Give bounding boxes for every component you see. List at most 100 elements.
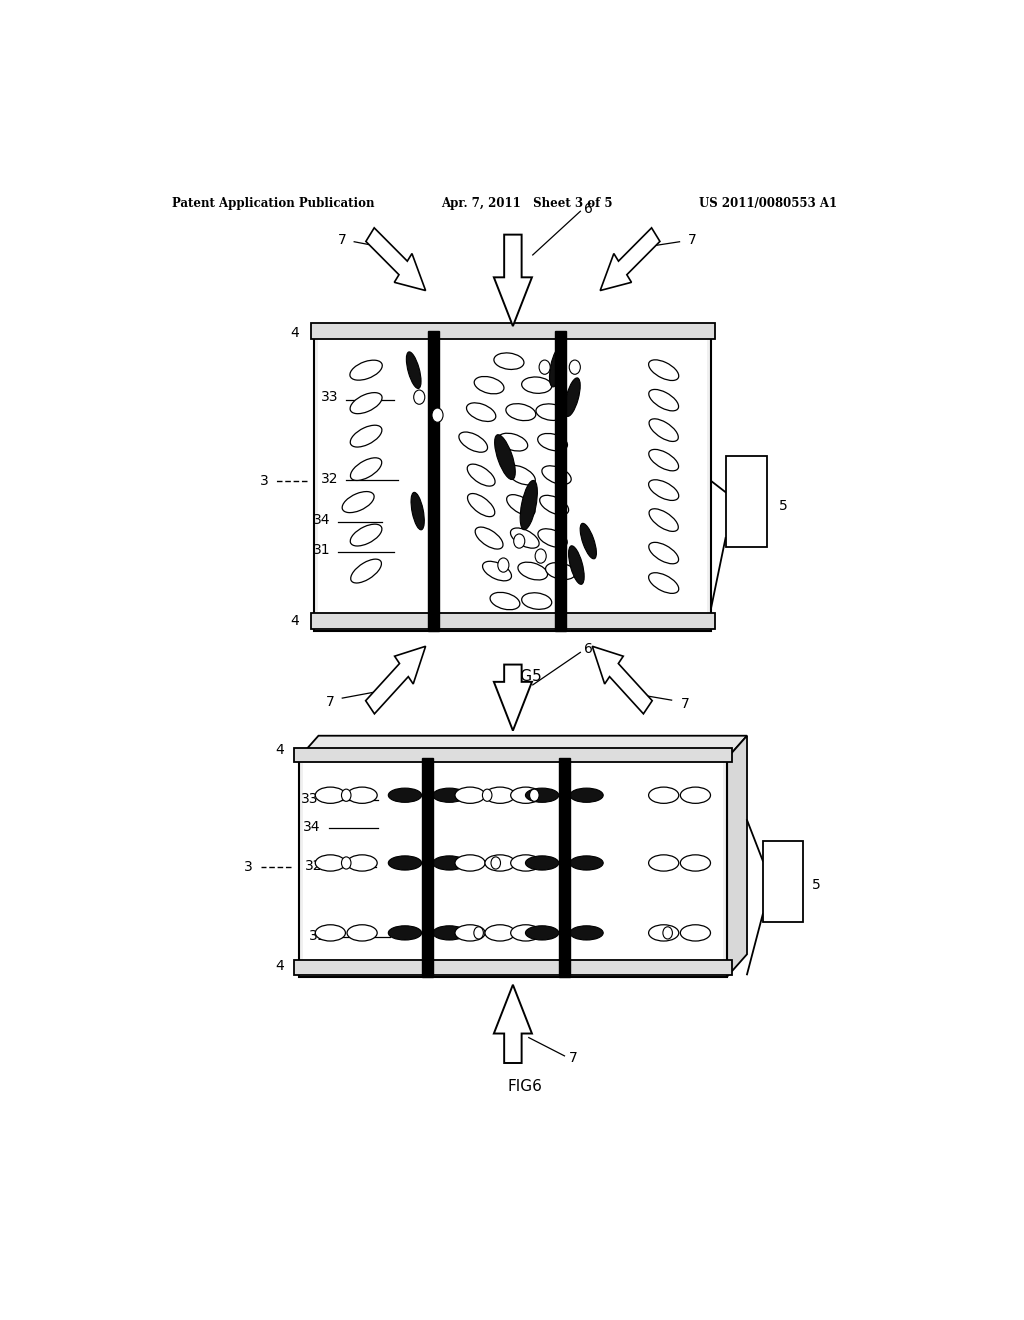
Circle shape [539,360,550,375]
Circle shape [663,927,673,939]
Polygon shape [299,735,748,758]
Circle shape [569,360,581,375]
Ellipse shape [525,925,559,940]
Ellipse shape [342,491,374,512]
Ellipse shape [411,492,424,529]
Polygon shape [366,647,426,714]
Text: 6: 6 [585,202,593,216]
Ellipse shape [568,545,584,585]
Ellipse shape [511,528,539,548]
Ellipse shape [485,787,515,804]
Bar [559,758,570,977]
Ellipse shape [570,788,603,803]
Ellipse shape [315,925,345,941]
Bar [299,758,727,977]
Circle shape [529,789,539,801]
Ellipse shape [455,925,485,941]
Ellipse shape [507,495,535,516]
Ellipse shape [350,425,382,447]
Bar [314,331,712,631]
Text: 31: 31 [309,929,327,944]
Bar [726,455,767,546]
Ellipse shape [536,404,566,420]
Ellipse shape [525,788,559,803]
Ellipse shape [315,855,345,871]
Ellipse shape [511,855,541,871]
Text: 34: 34 [313,513,331,527]
Text: 5: 5 [779,499,787,513]
Ellipse shape [347,925,377,941]
Ellipse shape [680,855,711,871]
Ellipse shape [350,392,382,413]
Ellipse shape [546,562,575,579]
Ellipse shape [648,360,679,380]
Bar [555,331,566,631]
Bar [310,612,716,630]
Polygon shape [366,228,426,290]
Ellipse shape [649,418,678,441]
Ellipse shape [648,479,679,500]
Circle shape [474,927,483,939]
Ellipse shape [433,788,466,803]
Bar [310,323,716,339]
Ellipse shape [570,855,603,870]
Text: 32: 32 [305,859,323,874]
Ellipse shape [680,925,711,941]
Ellipse shape [649,543,679,564]
Ellipse shape [648,573,679,594]
Circle shape [490,857,501,869]
Ellipse shape [474,376,504,393]
Ellipse shape [525,855,559,870]
Text: 33: 33 [301,792,318,805]
Ellipse shape [490,593,520,610]
Ellipse shape [485,925,515,941]
Ellipse shape [350,560,382,583]
Circle shape [536,549,546,564]
Text: 4: 4 [290,614,299,628]
Ellipse shape [388,855,422,870]
Text: 7: 7 [687,232,696,247]
Ellipse shape [467,465,495,486]
Ellipse shape [433,925,466,940]
Text: 3: 3 [244,861,253,874]
Circle shape [482,789,492,801]
Text: 33: 33 [321,391,338,404]
Ellipse shape [538,433,567,451]
Bar [318,337,708,626]
Text: 4: 4 [275,743,285,756]
Ellipse shape [467,403,496,421]
Ellipse shape [518,562,548,579]
Text: FIG5: FIG5 [508,669,542,684]
Ellipse shape [475,527,503,549]
Text: FIG6: FIG6 [507,1080,543,1094]
Ellipse shape [498,433,527,451]
Ellipse shape [511,787,541,804]
Ellipse shape [388,925,422,940]
Bar [763,841,803,921]
Ellipse shape [538,529,567,548]
Text: 7: 7 [568,1051,578,1065]
Ellipse shape [495,434,515,479]
Polygon shape [494,235,531,326]
Ellipse shape [581,523,596,558]
Ellipse shape [511,925,541,941]
Bar [303,763,723,972]
Ellipse shape [350,524,382,546]
Text: 31: 31 [312,543,331,557]
Text: Apr. 7, 2011   Sheet 3 of 5: Apr. 7, 2011 Sheet 3 of 5 [441,197,613,210]
Ellipse shape [520,480,538,529]
Polygon shape [592,647,652,714]
Ellipse shape [482,561,512,581]
Bar [422,758,433,977]
Text: US 2011/0080553 A1: US 2011/0080553 A1 [699,197,838,210]
Ellipse shape [347,855,377,871]
Ellipse shape [649,389,679,411]
Text: 5: 5 [812,878,821,892]
Text: 7: 7 [326,696,334,709]
Ellipse shape [649,508,678,532]
Circle shape [341,789,351,801]
Ellipse shape [521,378,552,393]
Ellipse shape [570,925,603,940]
Ellipse shape [455,787,485,804]
Text: 7: 7 [681,697,690,711]
